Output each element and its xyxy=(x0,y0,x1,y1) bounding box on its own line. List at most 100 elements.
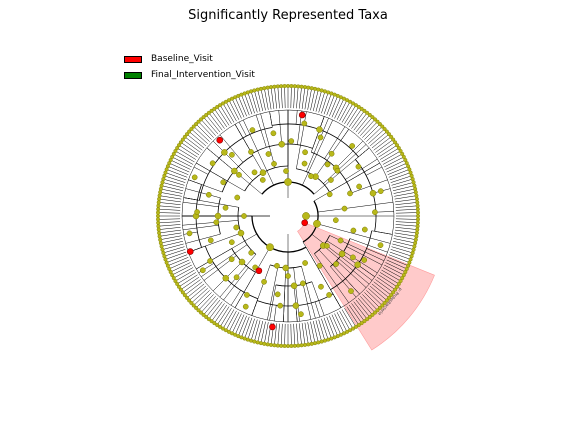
leaf-edge xyxy=(293,323,296,346)
leaf-edge xyxy=(344,105,357,125)
leaf-edge xyxy=(205,299,221,318)
leaf-node xyxy=(189,127,194,132)
leaf-node xyxy=(286,83,291,88)
leaf-edge xyxy=(339,101,351,122)
leaf-edge xyxy=(158,212,181,214)
leaf-edge xyxy=(395,202,418,205)
internal-node xyxy=(361,226,368,233)
internal-node xyxy=(337,237,344,244)
leaf-edge xyxy=(331,97,342,118)
leaf-edge xyxy=(257,320,264,343)
leaf-node xyxy=(416,213,421,218)
internal-node xyxy=(228,256,235,263)
leaf-node xyxy=(387,295,392,300)
leaf-edge xyxy=(264,322,269,344)
leaf-node xyxy=(414,197,419,202)
branch-edge xyxy=(230,290,241,306)
clade-node xyxy=(292,302,300,309)
leaf-edge xyxy=(385,159,406,170)
leaf-edge xyxy=(299,86,302,109)
leaf-edge xyxy=(173,267,194,279)
leaf-edge xyxy=(357,297,373,316)
leaf-edge xyxy=(222,309,235,329)
leaf-node xyxy=(201,115,206,120)
leaf-edge xyxy=(198,294,214,311)
leaf-node xyxy=(391,290,396,295)
leaf-node xyxy=(212,106,217,111)
leaf-edge xyxy=(391,178,413,186)
internal-node xyxy=(261,278,267,285)
internal-node xyxy=(283,168,289,174)
leaf-node xyxy=(387,132,392,137)
leaf-edge xyxy=(219,105,232,125)
internal-node xyxy=(249,127,256,133)
leaf-node xyxy=(160,247,165,252)
branch-edge xyxy=(260,113,276,168)
internal-node xyxy=(301,120,308,127)
leaf-edge xyxy=(336,312,348,332)
branch-edge xyxy=(188,179,223,193)
internal-node xyxy=(270,130,277,137)
chart-title: Significantly Represented Taxa xyxy=(188,8,388,23)
leaf-edge xyxy=(169,162,190,173)
leaf-edge xyxy=(323,317,332,339)
internal-node xyxy=(265,151,272,157)
branch-edge xyxy=(295,110,298,125)
clade-node xyxy=(221,149,228,156)
leaf-edge xyxy=(394,192,416,197)
leaf-edge xyxy=(219,307,232,327)
leaf-node xyxy=(158,190,163,195)
leaf-edge xyxy=(186,283,205,299)
leaf-node xyxy=(249,338,254,343)
branch-edge xyxy=(188,232,242,253)
leaf-edge xyxy=(386,162,407,173)
branch-edge xyxy=(278,110,282,145)
leaf-edge xyxy=(216,306,230,326)
internal-node xyxy=(274,291,281,298)
leaf-node xyxy=(157,197,162,202)
branch-edge xyxy=(313,147,370,195)
internal-node xyxy=(259,177,266,183)
leaf-edge xyxy=(161,240,184,247)
internal-node xyxy=(328,177,334,183)
leaf-node xyxy=(212,321,217,326)
branch-edge xyxy=(183,197,239,208)
leaf-edge xyxy=(195,123,212,140)
leaf-edge xyxy=(394,232,417,237)
leaf-edge xyxy=(341,103,354,123)
internal-node xyxy=(186,230,193,237)
leaf-node xyxy=(279,84,284,89)
clade-node xyxy=(282,264,289,272)
legend-swatch-baseline xyxy=(124,55,142,63)
branch-edge xyxy=(324,126,346,159)
leaf-edge xyxy=(172,156,192,168)
leaf-edge xyxy=(304,322,309,345)
leaf-node xyxy=(199,117,204,122)
leaf-node xyxy=(375,119,380,124)
leaf-edge xyxy=(234,97,245,118)
clade-arc xyxy=(296,168,330,193)
leaf-edge xyxy=(184,281,203,296)
leaf-edge xyxy=(364,292,381,309)
leaf-edge xyxy=(158,205,181,208)
leaf-node xyxy=(413,186,418,191)
branch-edge xyxy=(182,220,239,226)
leaf-node xyxy=(302,85,307,90)
leaf-node xyxy=(258,86,263,91)
leaf-node xyxy=(218,324,223,329)
internal-node xyxy=(298,311,304,318)
leaf-edge xyxy=(164,175,186,183)
leaf-edge xyxy=(175,150,195,163)
clade-node xyxy=(238,258,246,266)
leaf-edge xyxy=(162,243,184,250)
leaf-edge xyxy=(339,310,351,331)
leaf-edge xyxy=(351,110,365,129)
leaf-edge xyxy=(244,317,253,339)
leaf-node xyxy=(351,326,356,331)
leaf-edge xyxy=(388,254,410,263)
leaf-edge xyxy=(177,147,197,160)
leaf-node xyxy=(367,112,372,117)
leaf-node xyxy=(279,343,284,348)
leaf-edge xyxy=(184,136,203,151)
leaf-node xyxy=(389,293,394,298)
